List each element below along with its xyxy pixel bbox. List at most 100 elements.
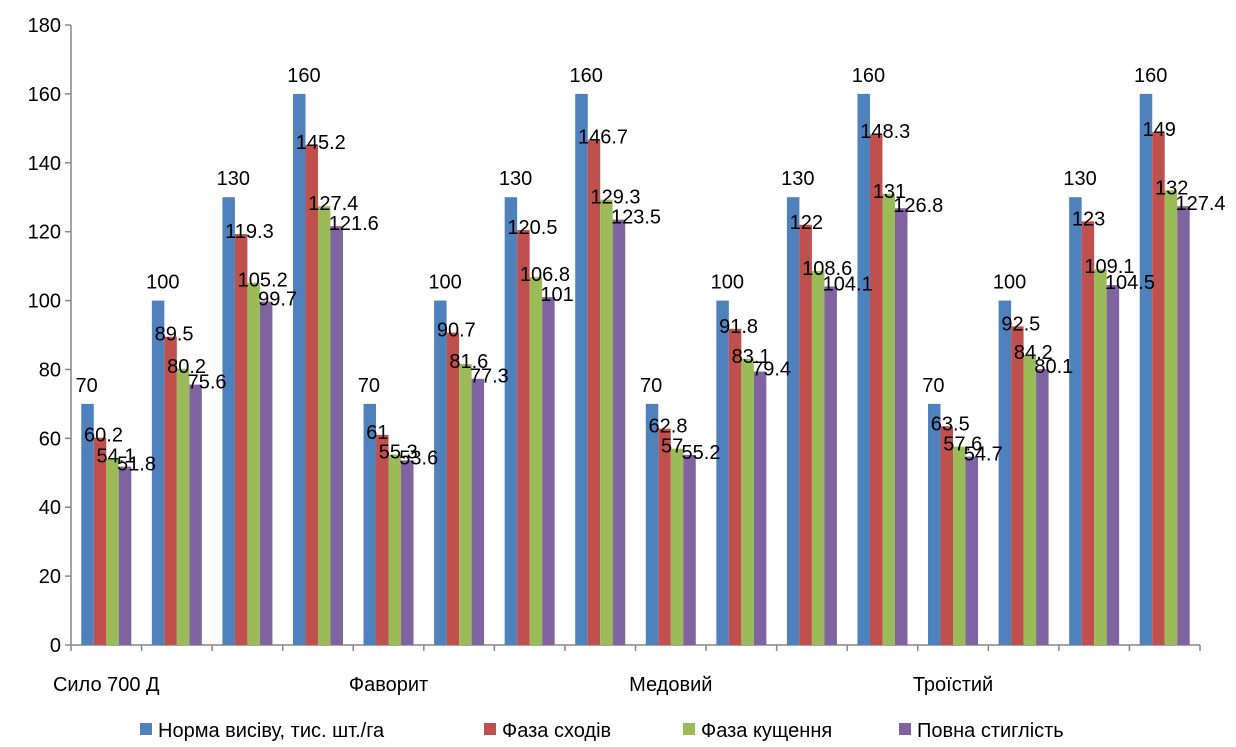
- bar-3-9: [670, 448, 684, 645]
- data-label-4-11: 104.1: [823, 273, 873, 295]
- bar-1-15: [1069, 197, 1082, 645]
- data-label-3-14: 84.2: [1014, 342, 1053, 364]
- data-label-3-1: 54.1: [97, 446, 136, 468]
- bar-3-14: [1023, 354, 1037, 645]
- data-label-3-10: 83.1: [732, 346, 771, 368]
- data-label-1-14: 100: [993, 272, 1026, 294]
- data-label-1-6: 100: [428, 272, 461, 294]
- data-label-4-1: 51.8: [117, 454, 156, 476]
- bar-1-2: [151, 300, 165, 645]
- bar-4-9: [683, 454, 696, 645]
- bar-4-5: [401, 460, 414, 645]
- data-label-3-13: 57.6: [943, 434, 982, 456]
- bar-3-12: [882, 193, 895, 645]
- bar-2-13: [940, 426, 954, 645]
- data-label-4-7: 101: [540, 284, 573, 306]
- bar-1-7: [504, 197, 518, 645]
- bar-1-3: [222, 197, 235, 645]
- bar-4-15: [1106, 285, 1120, 645]
- data-label-2-16: 149: [1142, 119, 1175, 141]
- data-label-4-15: 104.5: [1105, 272, 1155, 294]
- bar-1-6: [434, 300, 447, 645]
- data-label-1-12: 160: [852, 65, 885, 87]
- bar-2-3: [234, 234, 248, 646]
- bar-1-8: [575, 93, 588, 645]
- x-tick-label: Фаворит: [349, 674, 428, 696]
- y-tick-label: 160: [28, 84, 61, 106]
- bar-4-1: [118, 466, 132, 645]
- bar-1-13: [928, 403, 941, 645]
- bar-3-8: [600, 199, 613, 645]
- bar-3-7: [529, 277, 543, 645]
- data-label-3-6: 81.6: [449, 351, 488, 373]
- data-label-3-16: 132: [1155, 177, 1188, 199]
- y-tick-label: 60: [39, 428, 61, 450]
- data-label-2-2: 89.5: [155, 324, 194, 346]
- data-label-2-5: 61: [366, 422, 388, 444]
- bar-2-5: [376, 434, 389, 645]
- y-tick-label: 180: [28, 15, 61, 37]
- bar-4-16: [1177, 206, 1190, 645]
- bar-4-6: [471, 378, 485, 645]
- bar-2-11: [799, 224, 812, 645]
- data-label-2-3: 119.3: [225, 221, 274, 243]
- data-label-3-2: 80.2: [167, 356, 206, 378]
- data-label-4-16: 127.4: [1175, 193, 1225, 215]
- data-label-1-2: 100: [146, 272, 179, 294]
- y-tick-label: 100: [28, 291, 61, 313]
- bar-2-12: [869, 134, 883, 645]
- data-label-1-13: 70: [922, 375, 944, 397]
- bar-2-10: [728, 328, 742, 645]
- data-label-1-15: 130: [1063, 168, 1096, 190]
- data-label-2-7: 120.5: [507, 217, 557, 239]
- data-label-4-9: 55.2: [682, 442, 721, 464]
- data-label-1-1: 70: [76, 375, 98, 397]
- bar-3-5: [388, 454, 402, 645]
- y-tick-label: 20: [39, 566, 61, 588]
- data-label-2-4: 145.2: [296, 132, 346, 154]
- bar-3-16: [1164, 190, 1178, 646]
- data-label-3-11: 108.6: [802, 258, 852, 280]
- bar-4-14: [1036, 369, 1049, 645]
- data-label-1-10: 100: [711, 272, 744, 294]
- chart-legend: Норма висіву, тис. шт./га Фаза сходів Фаза…: [140, 720, 1064, 742]
- bar-3-2: [176, 368, 190, 645]
- legend-label-2: Фаза сходів: [502, 720, 611, 742]
- data-label-3-5: 55.3: [379, 442, 418, 464]
- data-label-4-6: 77.3: [470, 366, 509, 388]
- chart-axes: 0 20 40 60 80 100 120 140 160 180 Сило 700 Д Фавори…: [28, 15, 1201, 696]
- bar-1-4: [292, 93, 306, 645]
- data-label-4-5: 53.6: [399, 447, 438, 469]
- chart-bars: [81, 93, 1190, 646]
- legend-label-3: Фаза кущення: [701, 720, 832, 742]
- y-tick-label: 120: [28, 222, 61, 244]
- data-label-1-9: 70: [640, 375, 662, 397]
- bar-3-10: [741, 358, 754, 645]
- bar-3-3: [247, 282, 260, 645]
- data-label-1-16: 160: [1134, 65, 1167, 87]
- data-label-3-4: 127.4: [308, 193, 358, 215]
- bar-2-15: [1081, 221, 1095, 646]
- legend-swatch-4: [899, 723, 911, 735]
- data-label-3-9: 57: [661, 436, 683, 458]
- y-tick-label: 140: [28, 153, 61, 175]
- bar-3-1: [106, 458, 119, 645]
- bar-4-7: [542, 297, 555, 645]
- x-tick-label: Троїстий: [913, 674, 993, 696]
- bar-1-12: [857, 93, 870, 645]
- bar-2-8: [587, 139, 601, 645]
- data-label-3-12: 131: [873, 181, 906, 203]
- data-label-1-4: 160: [287, 65, 320, 87]
- data-label-4-8: 123.5: [611, 207, 661, 229]
- legend-label-4: Повна стиглість: [917, 720, 1064, 742]
- data-label-4-3: 99.7: [258, 289, 297, 311]
- data-label-2-9: 62.8: [649, 416, 688, 438]
- y-tick-label: 80: [39, 359, 61, 381]
- data-label-2-10: 91.8: [719, 316, 758, 338]
- legend-swatch-3: [683, 723, 695, 735]
- data-label-2-8: 146.7: [578, 127, 628, 149]
- data-label-2-1: 60.2: [84, 425, 123, 447]
- data-label-4-12: 126.8: [893, 195, 943, 217]
- bar-1-11: [786, 197, 800, 645]
